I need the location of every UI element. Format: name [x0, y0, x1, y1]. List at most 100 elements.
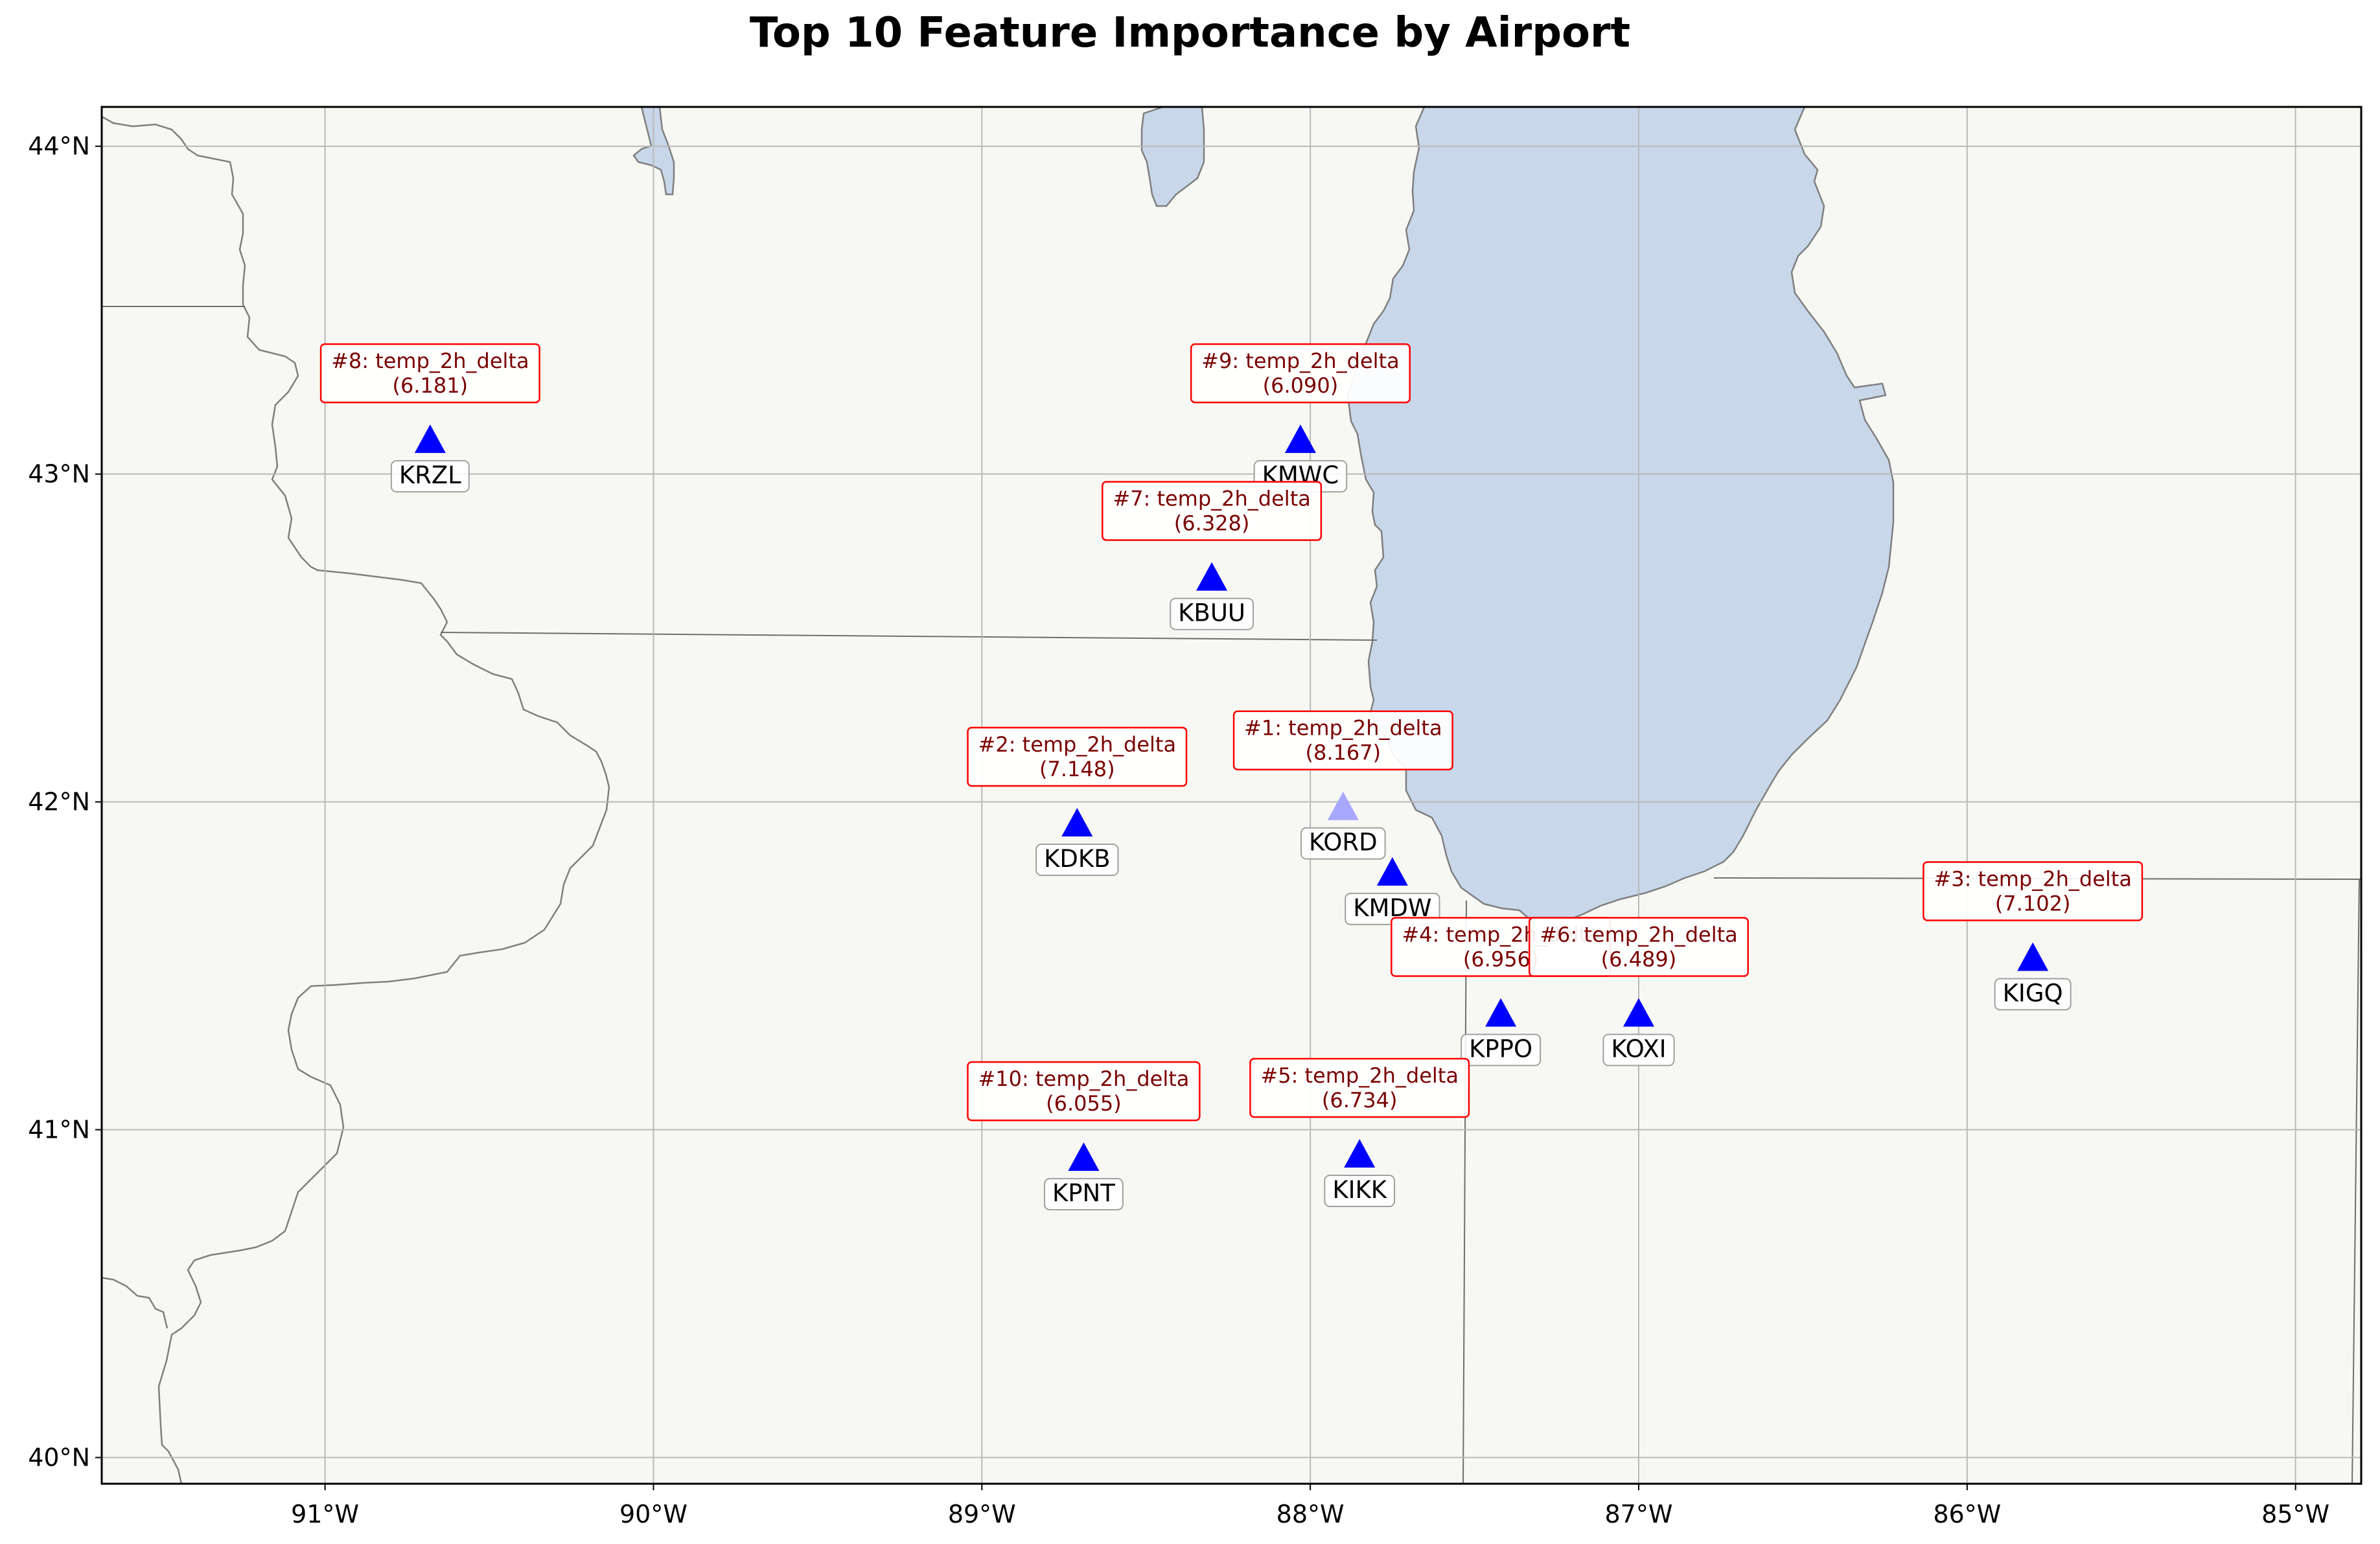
airport-kikk: KIKK #5: temp_2h_delta(6.734) [1249, 1057, 1470, 1208]
feature-importance-value: (6.328) [1174, 511, 1250, 536]
airport-marker-icon[interactable] [2017, 942, 2049, 971]
feature-importance-box [1528, 917, 1749, 977]
station-code: KBUU [1178, 599, 1245, 627]
lon-tick-label: 86°W [1933, 1500, 2001, 1528]
lat-tick-label: 41°N [28, 1116, 90, 1144]
feature-importance-box [1249, 1057, 1470, 1118]
feature-importance-box [967, 1061, 1201, 1122]
station-label-box [1324, 1175, 1396, 1208]
airport-marker-icon[interactable] [1623, 998, 1654, 1027]
feature-name: temp_2h_delta [1978, 866, 2132, 891]
lon-tick-label: 91°W [291, 1500, 359, 1528]
airport-marker-icon[interactable] [1061, 808, 1093, 837]
feature-separator: : [1022, 1066, 1035, 1091]
map-title: Top 10 Feature Importance by Airport [749, 9, 1631, 57]
feature-importance-box [1190, 343, 1411, 404]
feature-rank-label: #1: temp_2h_delta [1244, 716, 1442, 741]
feature-name: temp_2h_delta [1305, 1063, 1459, 1088]
feature-rank: #9 [1201, 349, 1232, 373]
station-label-box [1994, 978, 2072, 1011]
airport-kbuu: KBUU #7: temp_2h_delta(6.328) [1102, 481, 1323, 630]
station-code: KORD [1309, 829, 1378, 857]
station-label-box [1170, 597, 1254, 630]
state-border-in-oh [2351, 879, 2360, 1484]
feature-separator: : [1291, 1063, 1305, 1088]
feature-separator: : [1275, 716, 1288, 741]
station-label-box [1300, 827, 1386, 860]
feature-importance-box [1232, 710, 1453, 770]
state-border-il-in [1462, 900, 1467, 1484]
feature-rank: #2 [978, 732, 1009, 757]
feature-separator: : [362, 349, 375, 373]
feature-separator: : [1232, 349, 1245, 373]
airport-kmdw: KMDW [1345, 857, 1440, 925]
station-label-box [1035, 844, 1119, 877]
feature-importance-value: (6.956) [1463, 947, 1539, 971]
station-code: KDKB [1044, 845, 1110, 873]
state-border-branch [102, 1276, 168, 1329]
feature-importance-box [319, 343, 540, 404]
lat-tick-label: 43°N [28, 460, 90, 489]
feature-importance-value: (6.181) [393, 373, 468, 398]
axis-ticks: 91°W 90°W 89°W 88°W 87°W 86°W 85°W 44°N 43°N 42°N… [28, 132, 2329, 1528]
lake-winnebago [1140, 107, 1205, 207]
feature-rank-label: #9: temp_2h_delta [1201, 349, 1400, 373]
feature-separator: : [1570, 922, 1584, 947]
lon-tick-label: 85°W [2261, 1500, 2329, 1528]
feature-rank: #10 [978, 1066, 1022, 1091]
airport-marker-icon[interactable] [1485, 998, 1517, 1027]
feature-rank-label: #6: temp_2h_delta [1540, 922, 1738, 947]
feature-importance-box [967, 726, 1188, 787]
airport-kmwc: KMWC#9: temp_2h_delta(6.090) [1190, 343, 1411, 493]
feature-rank-label: #8: temp_2h_delta [331, 349, 529, 373]
feature-importance-value: (7.148) [1039, 757, 1115, 781]
feature-importance-value: (6.734) [1322, 1088, 1398, 1112]
feature-rank: #8 [331, 349, 362, 373]
airport-kord: KORD #1: temp_2h_delta(8.167) [1232, 710, 1453, 860]
lon-tick-label: 90°W [619, 1500, 687, 1528]
graticule [102, 107, 2361, 1484]
airport-marker-icon[interactable] [1376, 857, 1408, 886]
feature-rank-label: #5: temp_2h_delta [1260, 1063, 1459, 1088]
feature-name: temp_2h_delta [1157, 487, 1310, 511]
lon-tick-label: 88°W [1277, 1500, 1345, 1528]
station-label-box [1461, 1033, 1542, 1066]
feature-name: temp_2h_delta [1584, 922, 1737, 947]
map-frame [100, 106, 2363, 1485]
airport-marker-icon[interactable] [1196, 562, 1228, 591]
lon-tick-label: 87°W [1605, 1500, 1673, 1528]
airport-marker-icon[interactable] [414, 424, 446, 454]
land-area [102, 107, 2361, 1484]
airport-kigq: KIGQ #3: temp_2h_delta(7.102) [1923, 861, 2143, 1011]
airport-kpnt: KPNT #10: temp_2h_delta(6.055) [967, 1061, 1201, 1211]
station-code: KPNT [1052, 1179, 1115, 1207]
station-code: KIKK [1332, 1176, 1387, 1204]
feature-rank: #7 [1113, 487, 1143, 511]
station-label-box [1043, 1178, 1124, 1211]
airport-marker-icon[interactable] [1068, 1142, 1100, 1171]
feature-rank-label: #3: temp_2h_delta [1934, 866, 2132, 891]
feature-separator: : [1143, 487, 1157, 511]
feature-importance-value: (6.090) [1263, 373, 1339, 398]
feature-rank-label: #10: temp_2h_delta [978, 1066, 1189, 1091]
airport-marker-icon[interactable] [1327, 791, 1359, 820]
airport-marker-icon[interactable] [1284, 424, 1316, 454]
feature-rank: #1 [1244, 716, 1275, 741]
feature-rank: #5 [1260, 1063, 1291, 1088]
feature-name: temp_2h_delta [375, 349, 529, 373]
station-label-box [1602, 1033, 1675, 1066]
station-code: KIGQ [2003, 979, 2063, 1007]
feature-name: temp_2h_delta [1022, 732, 1176, 757]
station-label-box [390, 460, 470, 493]
feature-separator: : [1009, 732, 1022, 757]
feature-rank: #6 [1540, 922, 1570, 947]
airport-marker-icon[interactable] [1344, 1139, 1376, 1168]
feature-importance-box [1923, 861, 2143, 921]
feature-name: temp_2h_delta [1288, 716, 1442, 741]
feature-separator: : [1965, 866, 1978, 891]
feature-importance-value: (6.055) [1046, 1091, 1122, 1116]
feature-separator: : [1433, 922, 1446, 947]
feature-importance-value: (6.489) [1601, 947, 1677, 971]
lat-tick-label: 42°N [28, 788, 90, 816]
